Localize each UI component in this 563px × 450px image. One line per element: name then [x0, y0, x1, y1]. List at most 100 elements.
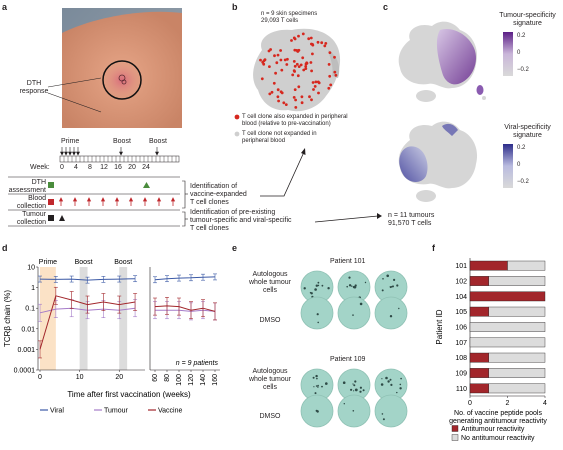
elispot-spot	[385, 376, 388, 380]
elispot-spot	[317, 321, 319, 324]
tumour-signature-title: Tumour-specificity signature	[499, 12, 556, 27]
tumour-cbar-tick-high: 0.2	[517, 33, 526, 39]
elispot-spot	[359, 386, 362, 389]
row-label-dth: DTH assessment	[8, 179, 46, 194]
elispot-spot	[317, 384, 319, 387]
x-tick-label: 120	[188, 374, 195, 386]
x-tick-label: 60	[152, 374, 159, 382]
expanded-clone-dot	[286, 57, 289, 61]
expanded-clone-dot	[296, 50, 300, 53]
bar-segment	[488, 306, 546, 317]
elispot-spot	[351, 285, 353, 287]
row-label-tumour: Tumour collection	[16, 211, 46, 226]
viral-cbar-tick-high: 0.2	[517, 145, 526, 151]
elispot-spot	[391, 285, 393, 288]
elispot-spot	[317, 386, 319, 388]
series-line-viral	[154, 276, 216, 281]
x-tick-label: 160	[212, 374, 219, 386]
elispot-well	[374, 296, 408, 330]
phase-boost1-label: Boost	[113, 138, 131, 145]
bar-segment	[469, 368, 489, 378]
week-label: Week:	[30, 164, 50, 171]
elispot-spot	[348, 276, 351, 279]
elispot-spot	[313, 386, 315, 388]
expanded-clone-dot	[328, 51, 332, 54]
bar-segment	[488, 383, 546, 394]
phase-prime-label: Prime	[61, 138, 80, 145]
elispot-spot	[399, 383, 402, 386]
legend-label: Antitumour reactivity	[461, 426, 525, 433]
bar-segment	[469, 276, 489, 286]
elispot-spot	[314, 288, 317, 291]
expanded-clone-dot	[260, 77, 264, 81]
expanded-clone-dot	[311, 81, 315, 84]
expanded-clone-dot	[295, 62, 299, 66]
tcr-line-chart: Prime Boost Boost 10 1 0.1 0.01 0.001 0.0001 TCRβ…	[3, 259, 220, 415]
expanded-clone-dot	[279, 49, 282, 52]
category-label: 106	[455, 325, 467, 332]
x-tick-label: 10	[76, 374, 84, 381]
series-line-tumour	[155, 309, 216, 312]
elispot-spot	[352, 383, 354, 385]
elispot-spot	[316, 313, 319, 316]
elispot-spot	[389, 315, 393, 318]
skin-photo-graphic	[62, 8, 182, 128]
expanded-clone-dot	[268, 92, 272, 96]
elispot-spot	[352, 410, 355, 412]
elispot-spot	[390, 383, 393, 386]
expanded-clone-dot	[304, 67, 308, 70]
elispot-spot	[321, 385, 323, 388]
patient-109-row2-label: DMSO	[259, 413, 281, 420]
phase-band	[40, 267, 56, 370]
bar-segment	[488, 276, 546, 286]
bar-segment	[469, 291, 546, 302]
patient-101-title: Patient 101	[330, 258, 366, 265]
expanded-clone-dot	[305, 61, 309, 65]
viral-cbar-tick-mid: 0	[517, 162, 521, 168]
x-tick-label: 140	[200, 374, 207, 386]
expanded-clone-dot	[300, 101, 304, 105]
patient-109-title: Patient 109	[330, 356, 366, 363]
x-axis-title-line1: No. of vaccine peptide pools	[454, 410, 542, 417]
expanded-clone-dot	[301, 56, 305, 60]
expanded-clone-dot	[279, 58, 283, 62]
elispot-spot	[350, 388, 353, 391]
legend-label-vaccine: Vaccine	[158, 408, 182, 415]
elispot-well	[300, 296, 334, 330]
n-patients-label: n = 9 patients	[176, 360, 219, 367]
y-tick-label: 0.01	[21, 326, 35, 333]
x-axis-title-line2: generating antitumour reactivity	[449, 418, 547, 425]
series-line-vaccine	[154, 305, 216, 312]
callout-vaccine-expanded: Identification of vaccine-expanded T cel…	[190, 183, 247, 206]
elispot-spot	[381, 289, 384, 292]
y-tick-label: 0.1	[25, 306, 35, 313]
elispot-spot	[400, 377, 402, 380]
y-tick-label: 0.001	[17, 347, 35, 354]
expanded-clone-dot	[261, 60, 265, 64]
x-tick-label: 20	[115, 374, 123, 381]
expanded-clone-dot	[311, 52, 314, 56]
expanded-clone-dot	[312, 88, 315, 91]
legend-label-tumour: Tumour	[104, 408, 129, 415]
elispot-spot	[354, 380, 357, 383]
bar-segment	[469, 352, 489, 363]
elispot-spot	[399, 387, 402, 390]
expanded-clone-dot	[283, 58, 287, 62]
legend-swatch	[451, 434, 459, 441]
phase-band	[79, 267, 88, 370]
elispot-spot	[362, 389, 365, 392]
elispot-spot	[380, 383, 384, 386]
umap-b-stats: n = 9 skin specimens 29,093 T cells	[261, 11, 318, 24]
elispot-spot	[382, 418, 385, 421]
elispot-spot	[393, 278, 396, 281]
panel-e-label: e	[232, 243, 238, 253]
elispot-spot	[312, 376, 315, 379]
expanded-clone-dot	[333, 55, 336, 59]
week-tick-12: 12	[100, 164, 108, 171]
elispot-spot	[381, 378, 383, 380]
expanded-clone-dot	[294, 98, 297, 102]
elispot-spot	[315, 374, 318, 378]
elispot-spot	[314, 392, 317, 395]
elispot-spot	[303, 287, 306, 290]
viral-signature-title: Viral-specificity signature	[504, 124, 551, 139]
